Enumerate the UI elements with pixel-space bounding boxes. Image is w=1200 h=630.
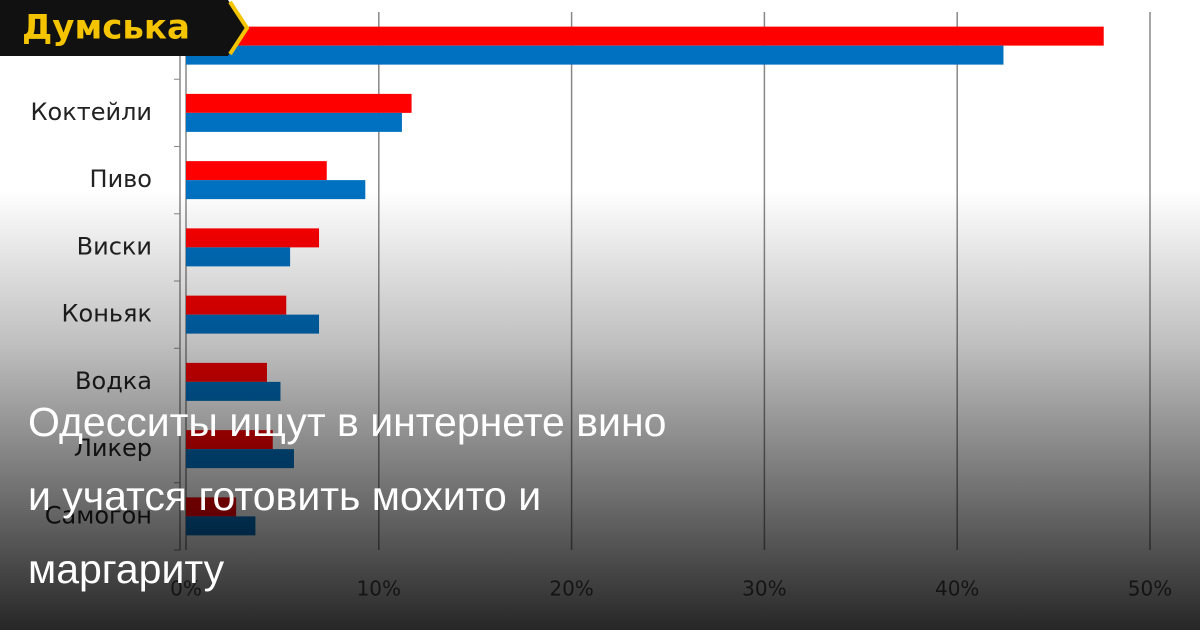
logo-box [0,0,246,56]
bar [186,112,402,132]
headline: маргариту [28,546,225,592]
logo: Думська [22,8,190,48]
logo-chevron [228,0,250,56]
bar [186,26,1104,46]
headline: и учатся готовить мохито и [28,473,541,519]
headline: Одесситы ищут в интернете вино [28,399,666,445]
bar [186,93,412,113]
overlay [0,190,1200,630]
y-tick-label: Коктейли [31,98,153,126]
bar [186,161,327,181]
y-tick-label: Пиво [90,165,152,193]
bar [186,45,1004,65]
